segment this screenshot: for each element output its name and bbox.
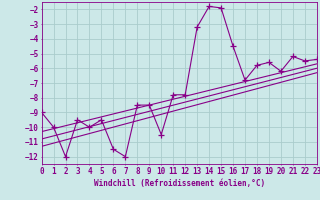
- X-axis label: Windchill (Refroidissement éolien,°C): Windchill (Refroidissement éolien,°C): [94, 179, 265, 188]
